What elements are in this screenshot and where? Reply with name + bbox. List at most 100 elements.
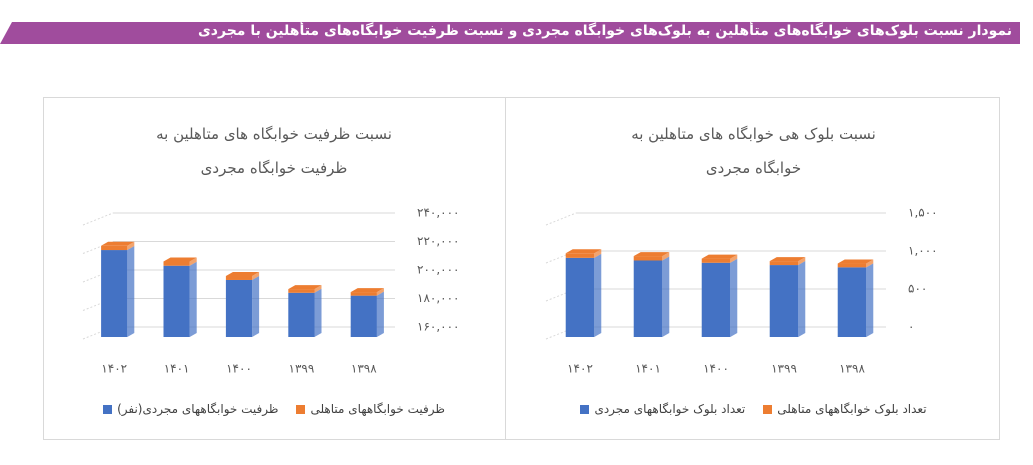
x-tick-label: ۱۳۹۹ [289, 362, 315, 376]
grid-line-depth [82, 269, 114, 283]
x-tick-label: ۱۳۹۹ [771, 362, 797, 376]
grid-line-depth [545, 326, 577, 340]
bar [225, 279, 253, 337]
bar-top [633, 252, 670, 257]
bar-side [376, 288, 384, 296]
x-tick-label: ۱۴۰۰ [226, 362, 252, 376]
y-tick-label: ۱,۰۰۰ [908, 244, 938, 258]
chart-title: نسبت ظرفیت خوابگاه های متاهلین به ظرفیت … [156, 125, 392, 177]
y-tick-label: ۲۲۰,۰۰۰ [417, 234, 460, 248]
y-tick-label: ۲۰۰,۰۰۰ [417, 263, 460, 277]
grid-line-depth [82, 298, 114, 311]
legend-item: ظرفیت خوابگاههای مجردی(نفر) [103, 402, 278, 416]
bar [288, 289, 315, 293]
x-tick-label: ۱۳۹۸ [839, 362, 865, 376]
bar [225, 275, 253, 280]
legend-item: تعداد بلوک خوابگاههای متاهلی [763, 402, 927, 416]
bar [101, 245, 128, 251]
bar [769, 261, 799, 266]
bar-side [798, 261, 806, 337]
grid-line-depth [82, 326, 114, 340]
bar [837, 267, 867, 337]
chart-panel: نسبت بلوک هی خوابگاه های متاهلین به خواب… [505, 97, 1001, 440]
bar [565, 253, 595, 258]
bar-side [376, 291, 384, 337]
bar-top [225, 271, 260, 276]
bar [769, 265, 799, 337]
bar-top [163, 257, 197, 262]
bar [163, 261, 190, 266]
x-tick-label: ۱۴۰۲ [567, 362, 593, 376]
bar-side [730, 258, 738, 337]
chart: ۰ ۵۰۰ ۱,۰۰۰ ۱,۵۰۰ ۱۴۰۲ ۱۴۰۱ ۱۴۰۰ ۱۳۹۹ ۱۳۹۸ [545, 206, 938, 376]
bar-side [662, 252, 670, 261]
bar-top [288, 285, 322, 290]
y-tick-label: ۲۴۰,۰۰۰ [417, 206, 460, 220]
x-tick-label: ۱۳۹۸ [351, 362, 377, 376]
y-tick-label: ۵۰۰ [908, 282, 927, 296]
x-tick-label: ۱۴۰۲ [101, 362, 127, 376]
bar-side [189, 257, 197, 266]
bar-side [252, 271, 260, 280]
chart-frame [43, 97, 1000, 440]
bar [288, 292, 315, 337]
y-tick-label: ۱۶۰,۰۰۰ [417, 320, 460, 334]
bar-top [101, 241, 135, 246]
y-tick-label: ۱,۵۰۰ [908, 206, 938, 220]
bar [565, 257, 595, 337]
legend: تعداد بلوک خوابگاههای مجردی تعداد بلوک خو… [506, 402, 1001, 416]
bar-side [189, 261, 197, 337]
bar [633, 256, 663, 261]
bar [350, 295, 377, 337]
bar [633, 260, 663, 337]
legend-item: تعداد بلوک خوابگاههای مجردی [580, 402, 745, 416]
grid-line-depth [82, 212, 114, 226]
bar-top [565, 249, 602, 254]
legend-swatch [580, 404, 590, 414]
bar [701, 262, 731, 337]
legend-label: ظرفیت خوابگاههای مجردی(نفر) [117, 402, 279, 416]
legend-label: ظرفیت خوابگاههای متاهلی [310, 402, 445, 416]
bar-side [798, 257, 806, 266]
x-tick-label: ۱۴۰۱ [635, 362, 661, 376]
legend-swatch [763, 404, 773, 414]
bar-side [730, 254, 738, 263]
legend-label: تعداد بلوک خوابگاههای مجردی [594, 402, 746, 416]
bar-side [314, 288, 322, 337]
grid-line-depth [545, 250, 577, 264]
grid-line-depth [545, 288, 577, 302]
banner: نمودار نسبت بلوک‌های خوابگاه‌های متأهلین… [0, 22, 1020, 44]
bar-side [252, 275, 260, 337]
page-title: نمودار نسبت بلوک‌های خوابگاه‌های متأهلین… [197, 23, 1012, 39]
bar-side [866, 259, 874, 268]
bar-top [837, 259, 874, 264]
x-tick-label: ۱۴۰۰ [703, 362, 729, 376]
bar-side [594, 253, 602, 337]
bar [350, 292, 377, 296]
legend-swatch [103, 404, 113, 414]
grid-line-depth [82, 241, 114, 254]
bar [701, 258, 731, 263]
grid-line-depth [545, 212, 577, 226]
bar-side [866, 263, 874, 337]
bar-side [127, 246, 135, 337]
legend-label: تعداد بلوک خوابگاههای متاهلی [777, 402, 927, 416]
chart: ۱۶۰,۰۰۰ ۱۸۰,۰۰۰ ۲۰۰,۰۰۰ ۲۲۰,۰۰۰ ۲۴۰,۰۰۰ ۱۴۰۲ ۱… [82, 206, 460, 376]
bar [163, 265, 190, 337]
bar-side [127, 241, 135, 251]
bar-side [314, 285, 322, 293]
y-tick-label: ۰ [908, 320, 914, 334]
bar [837, 263, 867, 268]
legend-swatch [296, 404, 306, 414]
bar-top [350, 288, 384, 293]
bar [101, 250, 128, 337]
bar-top [701, 254, 738, 259]
y-tick-label: ۱۸۰,۰۰۰ [417, 291, 460, 305]
x-tick-label: ۱۴۰۱ [164, 362, 190, 376]
legend-item: ظرفیت خوابگاههای متاهلی [296, 402, 445, 416]
legend: ظرفیت خوابگاههای مجردی(نفر) ظرفیت خوابگاه… [43, 402, 505, 416]
chart-panel: نسبت ظرفیت خوابگاه های متاهلین به ظرفیت … [43, 97, 505, 440]
chart-title: نسبت بلوک هی خوابگاه های متاهلین به خواب… [631, 125, 876, 177]
bar-side [594, 249, 602, 258]
